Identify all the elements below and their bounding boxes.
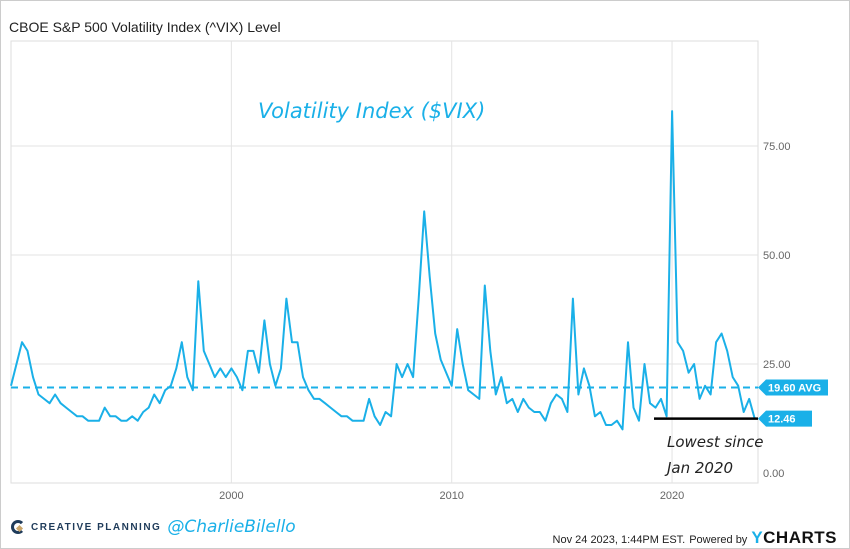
ycharts-y: Y	[751, 528, 764, 547]
ycharts-logo[interactable]: YCHARTS	[751, 528, 837, 548]
x-tick-label: 2020	[660, 490, 684, 502]
plot-area	[10, 40, 759, 484]
powered-by: Powered by	[689, 534, 748, 546]
average-label: 19.60 AVG	[768, 383, 821, 395]
y-tick-label: 75.00	[763, 141, 791, 153]
annotation-title: Volatility Index ($VIX)	[258, 99, 485, 123]
creative-planning-logo-icon	[11, 520, 25, 534]
annotation-low-line2: Jan 2020	[664, 459, 733, 477]
y-tick-label: 0.00	[763, 468, 784, 480]
twitter-handle[interactable]: @CharlieBilello	[167, 517, 296, 537]
footer-brand: CREATIVE PLANNING @CharlieBilello	[11, 517, 296, 537]
chart-svg: 2000 2010 2020 0.00 25.00 50.00 75.00 19.60 AVG…	[10, 40, 828, 502]
average-flag	[758, 379, 828, 396]
y-tick-label: 25.00	[763, 359, 791, 371]
x-tick-label: 2010	[439, 490, 463, 502]
chart-title: CBOE S&P 500 Volatility Index (^VIX) Lev…	[9, 19, 281, 35]
brand-name: CREATIVE PLANNING	[31, 521, 162, 533]
vix-line	[10, 110, 756, 431]
annotation-low-line1: Lowest since	[667, 433, 763, 451]
timestamp: Nov 24 2023, 1:44PM EST.	[552, 534, 686, 546]
y-tick-label: 50.00	[763, 250, 791, 262]
x-tick-label: 2000	[219, 490, 243, 502]
footer-credit: Nov 24 2023, 1:44PM EST. Powered by YCHA…	[553, 528, 837, 548]
last-value-flag	[758, 410, 812, 427]
last-value-label: 12.46	[768, 414, 796, 426]
ycharts-text: CHARTS	[763, 528, 837, 547]
